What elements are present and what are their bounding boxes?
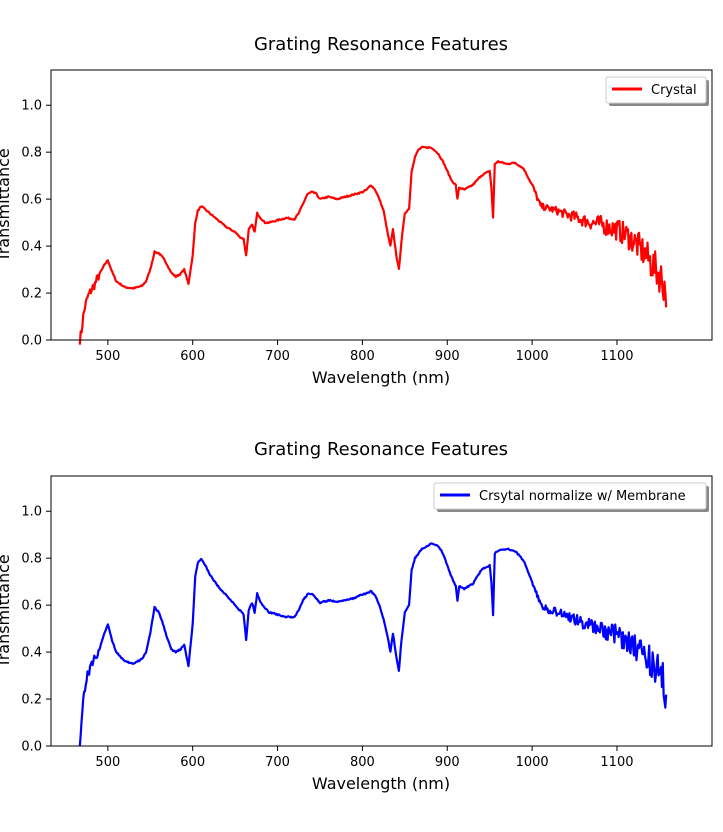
x-tick-label: 500 xyxy=(95,349,120,364)
legend-box xyxy=(605,76,707,104)
axes-frame xyxy=(50,475,713,747)
y-tick-label: 0.8 xyxy=(21,146,42,161)
x-tick-label: 800 xyxy=(350,755,375,770)
axes-frame xyxy=(50,69,713,341)
y-tick-label: 0.2 xyxy=(21,693,42,708)
x-axis-label: Wavelength (nm) xyxy=(312,774,450,793)
plot-area xyxy=(78,145,668,345)
x-tick-label: 1100 xyxy=(600,349,633,364)
x-tick-label: 1000 xyxy=(516,755,549,770)
y-axis-label: Transmittance xyxy=(0,148,13,262)
x-tick-label: 900 xyxy=(435,755,460,770)
legend: Crystal xyxy=(605,76,709,106)
legend-entry-label: Crystal xyxy=(651,83,697,98)
y-tick-label: 0.0 xyxy=(21,334,42,349)
y-tick-label: 0.2 xyxy=(21,287,42,302)
x-tick-label: 800 xyxy=(350,349,375,364)
x-tick-label: 700 xyxy=(265,349,290,364)
y-tick-label: 1.0 xyxy=(21,99,42,114)
chart-title: Grating Resonance Features xyxy=(254,439,508,460)
x-tick-label: 1000 xyxy=(516,349,549,364)
chart-panel-top: Grating Resonance Features Wavelength (n… xyxy=(0,34,713,387)
y-tick-label: 0.4 xyxy=(21,240,42,255)
x-tick-label: 1100 xyxy=(600,755,633,770)
plot-area xyxy=(78,542,668,747)
x-tick-label: 500 xyxy=(95,755,120,770)
x-axis-label: Wavelength (nm) xyxy=(312,368,450,387)
x-tick-label: 600 xyxy=(180,349,205,364)
y-tick-label: 0.4 xyxy=(21,646,42,661)
y-tick-label: 0.8 xyxy=(21,552,42,567)
y-axis-label: Transmittance xyxy=(0,554,13,668)
legend-box xyxy=(433,482,707,510)
y-tick-label: 0.6 xyxy=(21,193,42,208)
x-tick-label: 700 xyxy=(265,755,290,770)
legend: Crsytal normalize w/ Membrane xyxy=(433,482,709,512)
y-tick-label: 0.0 xyxy=(21,740,42,755)
chart-panel-bottom: Grating Resonance Features Wavelength (n… xyxy=(0,439,713,793)
y-tick-label: 0.6 xyxy=(21,599,42,614)
legend-entry-label: Crsytal normalize w/ Membrane xyxy=(479,489,686,504)
x-tick-label: 600 xyxy=(180,755,205,770)
x-tick-label: 900 xyxy=(435,349,460,364)
chart-title: Grating Resonance Features xyxy=(254,34,508,55)
y-tick-label: 1.0 xyxy=(21,505,42,520)
series-line xyxy=(78,542,668,747)
series-line xyxy=(78,145,668,345)
